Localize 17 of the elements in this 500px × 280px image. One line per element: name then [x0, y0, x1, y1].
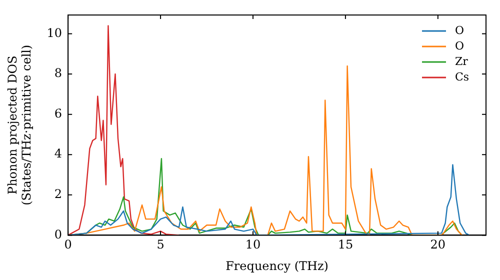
x-axis-title: Frequency (THz) — [226, 258, 328, 273]
y-tick-label: 8 — [54, 66, 62, 80]
legend-label: Zr — [455, 54, 469, 68]
legend-label: O — [455, 39, 464, 52]
x-tick-label: 0 — [64, 238, 72, 252]
x-tick-label: 10 — [245, 238, 261, 252]
y-tick-label: 4 — [54, 146, 62, 161]
y-axis-title: Phonon projected DOS (States/THz·primitive cell) — [5, 44, 34, 206]
x-tick-label: 20 — [430, 238, 446, 252]
y-tick-label: 6 — [54, 106, 62, 120]
y-tick-label: 0 — [54, 227, 62, 242]
x-tick-label: 15 — [338, 238, 354, 252]
x-tick-label: 5 — [156, 238, 164, 252]
y-tick-label: 2 — [54, 187, 62, 202]
y-tick-label: 10 — [46, 26, 62, 40]
legend-label: O — [455, 24, 464, 37]
legend-label: Cs — [455, 70, 470, 84]
